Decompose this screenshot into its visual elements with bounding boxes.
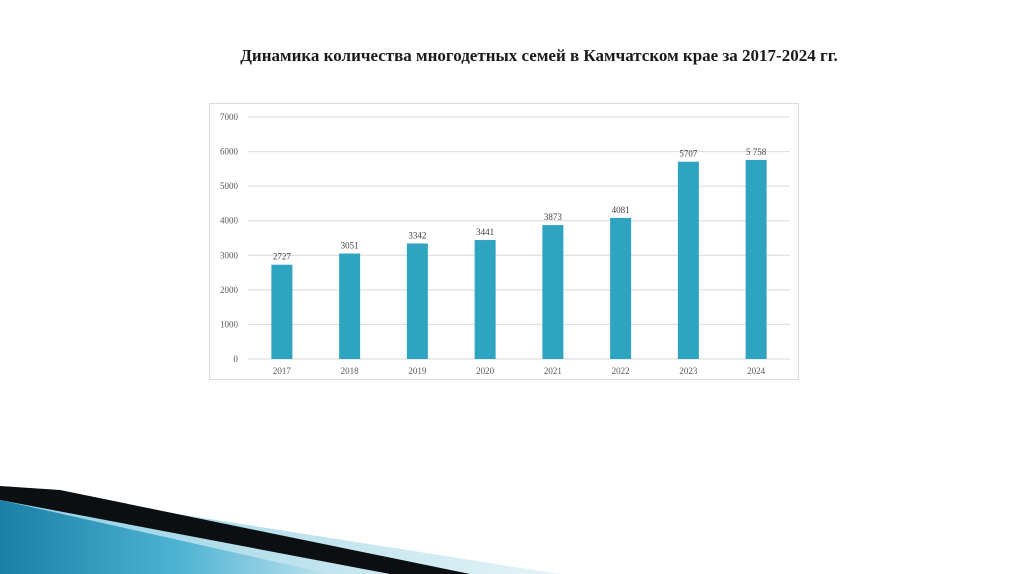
y-tick-label: 5000 <box>220 181 239 191</box>
y-tick-label: 7000 <box>220 112 239 122</box>
deco-blue-wedge <box>0 500 330 574</box>
slide-title: Динамика количества многодетных семей в … <box>240 46 838 65</box>
bar <box>271 264 293 359</box>
x-tick-label: 2017 <box>273 366 292 376</box>
x-tick-label: 2018 <box>341 366 360 376</box>
x-tick-label: 2021 <box>544 366 562 376</box>
data-label: 3342 <box>408 230 426 240</box>
x-tick-label: 2024 <box>747 366 766 376</box>
x-tick-label: 2020 <box>476 366 495 376</box>
x-tick-label: 2019 <box>408 366 427 376</box>
bar <box>610 217 632 359</box>
bar <box>677 161 699 359</box>
deco-dark-stripe <box>0 486 470 574</box>
x-tick-label: 2023 <box>679 366 698 376</box>
data-label: 3441 <box>476 227 494 237</box>
y-tick-label: 6000 <box>220 147 239 157</box>
y-tick-label: 3000 <box>220 250 239 260</box>
data-label: 5707 <box>679 149 698 159</box>
chart-frame: 0 1000 2000 3000 4000 5000 6000 7000 2727 2017 305… <box>209 103 799 380</box>
bar-chart: 0 1000 2000 3000 4000 5000 6000 7000 2727 2017 305… <box>220 112 790 376</box>
y-tick-label: 2000 <box>220 285 239 295</box>
x-tick-label: 2022 <box>612 366 630 376</box>
y-tick-label: 4000 <box>220 216 239 226</box>
y-tick-label: 0 <box>234 354 239 364</box>
y-tick-label: 1000 <box>220 319 239 329</box>
bar <box>542 225 564 359</box>
data-label: 3873 <box>544 212 563 222</box>
bar <box>339 253 361 359</box>
bar <box>745 159 767 359</box>
data-label: 2727 <box>273 252 292 262</box>
data-label: 4081 <box>612 205 630 215</box>
data-label: 5 758 <box>746 147 767 157</box>
bar <box>406 243 428 359</box>
bar <box>474 240 496 359</box>
data-label: 3051 <box>341 241 359 251</box>
